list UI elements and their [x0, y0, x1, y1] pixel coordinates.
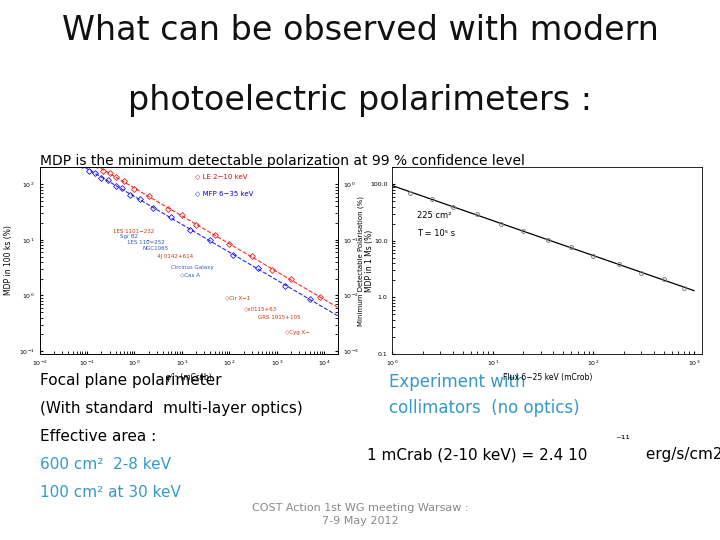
- Text: ◇Cir X−1: ◇Cir X−1: [225, 295, 250, 300]
- Text: photoelectric polarimeters :: photoelectric polarimeters :: [128, 84, 592, 117]
- Text: GRS 1915+105: GRS 1915+105: [258, 315, 300, 320]
- X-axis label: Flux 6−25 keV (mCrob): Flux 6−25 keV (mCrob): [503, 374, 592, 382]
- Text: 1 mCrab (2-10 keV) = 2.4 10: 1 mCrab (2-10 keV) = 2.4 10: [367, 447, 588, 462]
- Text: Circinus Galaxy: Circinus Galaxy: [171, 265, 214, 270]
- Text: Experiment with
collimators  (no optics): Experiment with collimators (no optics): [389, 373, 580, 417]
- Text: (With standard  multi-layer optics): (With standard multi-layer optics): [40, 401, 302, 416]
- Text: NGC1065: NGC1065: [143, 246, 169, 251]
- Text: Focal plane polarimeter: Focal plane polarimeter: [40, 373, 221, 388]
- Text: T = 10⁵ s: T = 10⁵ s: [417, 230, 455, 238]
- X-axis label: φᵁˣ (mCrab): φᵁˣ (mCrab): [166, 374, 212, 382]
- Text: 600 cm²  2-8 keV: 600 cm² 2-8 keV: [40, 457, 171, 472]
- Y-axis label: Minimum Detectable Polarisation (%): Minimum Detectable Polarisation (%): [358, 195, 364, 326]
- Text: 4J 0142+614: 4J 0142+614: [157, 254, 193, 259]
- Text: 1ES 110̅=252: 1ES 110̅=252: [127, 240, 165, 245]
- Text: 1ES 1101−232: 1ES 1101−232: [113, 230, 154, 234]
- Y-axis label: MDP in 1 Ms (%): MDP in 1 Ms (%): [365, 230, 374, 292]
- Text: 100 cm² at 30 keV: 100 cm² at 30 keV: [40, 485, 181, 500]
- Text: erg/s/cm2: erg/s/cm2: [641, 447, 720, 462]
- Text: ⁻¹¹: ⁻¹¹: [616, 435, 631, 445]
- Text: ◇ MFP 6−35 keV: ◇ MFP 6−35 keV: [195, 190, 253, 196]
- Text: ◇ LE 2−10 keV: ◇ LE 2−10 keV: [195, 173, 248, 179]
- Text: Effective area :: Effective area :: [40, 429, 156, 444]
- Text: ◇Cas A: ◇Cas A: [180, 272, 199, 278]
- Y-axis label: MDP in 100 ks (%): MDP in 100 ks (%): [4, 226, 13, 295]
- Text: ◇Cyg X−: ◇Cyg X−: [285, 330, 310, 335]
- Text: MDP is the minimum detectable polarization at 99 % confidence level: MDP is the minimum detectable polarizati…: [40, 154, 524, 168]
- Text: What can be observed with modern: What can be observed with modern: [62, 14, 658, 46]
- Text: 225 cm²: 225 cm²: [417, 211, 451, 220]
- Text: Sgr B2: Sgr B2: [120, 233, 138, 239]
- Text: ◇x0115+63: ◇x0115+63: [243, 306, 276, 311]
- Text: COST Action 1st WG meeting Warsaw :
7-9 May 2012: COST Action 1st WG meeting Warsaw : 7-9 …: [252, 503, 468, 526]
